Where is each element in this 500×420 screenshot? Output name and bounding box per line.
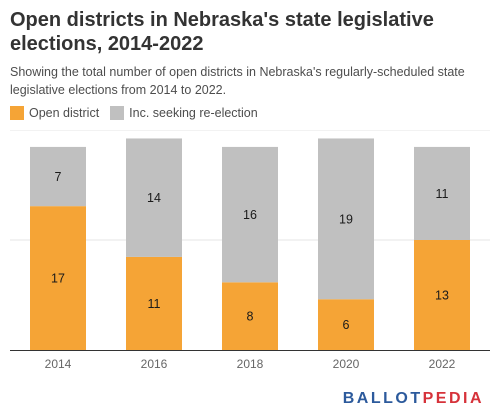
chart-legend: Open district Inc. seeking re-election [10,106,269,120]
data-label-open-district-2022: 13 [435,289,449,303]
data-label-open-district-2014: 17 [51,272,65,286]
bar-open-district-2018 [222,282,278,350]
data-label-incumbent-2022: 11 [436,187,449,201]
bar-incumbent-2022 [414,146,470,240]
x-tick-label-2020: 2020 [333,357,360,371]
logo-part-pedia: PEDIA [422,390,484,407]
bar-open-district-2020 [318,299,374,350]
data-label-incumbent-2014: 7 [55,170,62,184]
chart-subtitle: Showing the total number of open distric… [10,65,465,97]
legend-swatch-incumbent [110,106,125,120]
bar-incumbent-2016 [126,138,182,257]
data-label-incumbent-2018: 16 [243,208,257,222]
data-label-open-district-2018: 8 [247,310,254,324]
bar-open-district-2022 [414,240,470,350]
ballotpedia-logo: BALLOTPEDIA [343,390,484,408]
bar-incumbent-2020 [318,138,374,300]
legend-label-incumbent: Inc. seeking re-election [129,106,258,120]
logo-part-ballot: BALLOT [342,390,423,407]
data-label-incumbent-2020: 19 [339,212,353,226]
data-label-open-district-2020: 6 [343,318,350,332]
stacked-bar-chart: 17 7 2014 11 14 2016 8 16 2018 6 19 2020 13 11 2022 [10,130,490,371]
x-tick-label-2016: 2016 [141,357,168,371]
data-label-incumbent-2016: 14 [147,191,161,205]
x-tick-label-2018: 2018 [237,357,264,371]
legend-item-incumbent: Inc. seeking re-election [110,106,258,120]
bar-incumbent-2014 [30,146,86,207]
bar-open-district-2016 [126,256,182,350]
x-tick-label-2022: 2022 [429,357,456,371]
legend-item-open-district: Open district [10,106,99,120]
legend-swatch-open-district [10,106,24,120]
chart-title: Open districts in Nebraska's state legis… [10,9,434,55]
bar-incumbent-2018 [222,146,278,283]
legend-label-open-district: Open district [29,106,100,120]
data-label-open-district-2016: 11 [148,297,161,311]
bar-open-district-2014 [30,206,86,350]
x-tick-label-2014: 2014 [45,357,72,371]
